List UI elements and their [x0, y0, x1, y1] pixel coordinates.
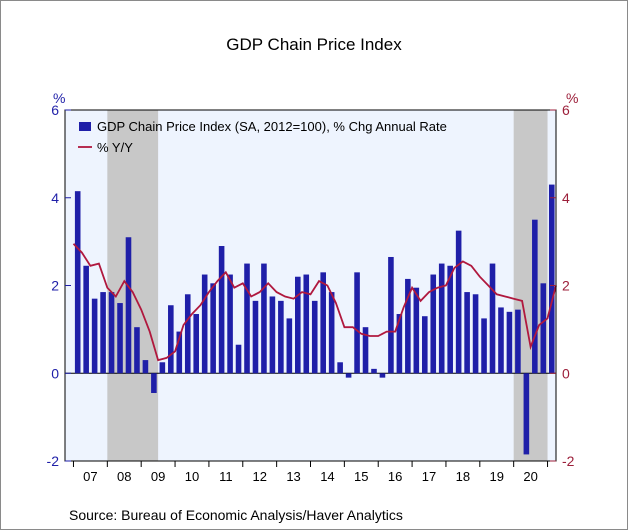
- x-tick-label: 18: [456, 469, 470, 484]
- bar: [108, 292, 115, 374]
- chart-title: GDP Chain Price Index: [226, 35, 402, 54]
- x-tick-label: 17: [422, 469, 436, 484]
- bar: [74, 191, 81, 374]
- bar: [176, 331, 183, 374]
- right-tick-label: 6: [562, 102, 570, 118]
- bar: [481, 318, 487, 374]
- bar: [201, 274, 208, 374]
- bar: [532, 219, 538, 374]
- right-tick-label: -2: [562, 453, 575, 469]
- left-axis-unit: %: [53, 90, 65, 106]
- right-tick-label: 4: [562, 190, 570, 206]
- bar: [218, 246, 225, 374]
- legend: GDP Chain Price Index (SA, 2012=100), % …: [78, 119, 447, 155]
- plot-area: [64, 109, 557, 462]
- bar: [328, 292, 335, 374]
- bar: [337, 362, 343, 374]
- bar: [117, 303, 123, 374]
- recession-band-0: [107, 110, 159, 461]
- bar: [193, 314, 200, 374]
- x-tick-label: 11: [219, 469, 233, 484]
- x-tick-label: 13: [286, 469, 300, 484]
- bar: [168, 305, 174, 374]
- legend-label-bars: GDP Chain Price Index (SA, 2012=100), % …: [97, 119, 447, 134]
- left-tick-label: 4: [51, 190, 59, 206]
- bar-series: [74, 184, 555, 455]
- bar: [227, 274, 233, 374]
- left-tick-label: 2: [51, 278, 59, 294]
- bar: [515, 309, 521, 374]
- bar: [396, 314, 403, 374]
- yoy-line: [72, 243, 557, 362]
- bar: [91, 298, 98, 374]
- bar: [540, 283, 547, 374]
- legend-swatch-bars: [79, 122, 91, 131]
- x-tick-label: 15: [354, 469, 368, 484]
- left-axis: % -2 0 2 4 6: [47, 90, 71, 469]
- bar: [371, 368, 377, 374]
- bar: [278, 300, 284, 374]
- right-axis-unit: %: [566, 90, 578, 106]
- bar: [455, 230, 462, 374]
- bar: [83, 265, 89, 374]
- bar: [142, 360, 149, 374]
- left-tick-label: -2: [47, 453, 60, 469]
- bar: [252, 300, 259, 374]
- bar: [295, 276, 301, 374]
- bar: [379, 373, 386, 378]
- x-tick-label: 16: [388, 469, 402, 484]
- bar: [498, 307, 504, 374]
- right-tick-label: 0: [562, 365, 570, 381]
- bar: [303, 274, 310, 374]
- bar: [362, 327, 369, 374]
- bar: [345, 373, 352, 378]
- bar: [320, 272, 326, 374]
- x-tick-label: 12: [252, 469, 266, 484]
- bar: [388, 256, 394, 374]
- x-tick-label: 07: [83, 469, 97, 484]
- bar: [548, 184, 555, 374]
- left-tick-label: 0: [51, 365, 59, 381]
- bar: [430, 274, 437, 374]
- bar: [523, 373, 530, 455]
- bar: [286, 318, 293, 374]
- bar: [311, 300, 318, 374]
- left-tick-label: 6: [51, 102, 59, 118]
- bar: [151, 373, 157, 393]
- bar: [354, 272, 360, 374]
- bar: [269, 296, 276, 374]
- bar: [438, 263, 445, 374]
- x-tick-label: 20: [523, 469, 537, 484]
- bar: [210, 283, 216, 374]
- bar: [447, 265, 453, 374]
- bar: [261, 263, 267, 374]
- x-tick-label: 10: [185, 469, 199, 484]
- bar: [421, 316, 428, 374]
- bar: [184, 294, 191, 374]
- bar: [472, 294, 479, 374]
- bar: [405, 278, 411, 374]
- bar: [464, 292, 470, 374]
- bar: [489, 263, 496, 374]
- source-note: Source: Bureau of Economic Analysis/Have…: [69, 507, 403, 523]
- bar: [159, 362, 166, 374]
- bar: [506, 311, 513, 374]
- x-tick-label: 08: [117, 469, 131, 484]
- right-tick-label: 2: [562, 278, 570, 294]
- x-axis: 07 08 09 10 11 12 13 14 15 16 17 18 19 20: [72, 461, 549, 484]
- bar: [244, 263, 250, 374]
- x-tick-label: 19: [490, 469, 504, 484]
- x-tick-label: 09: [151, 469, 165, 484]
- bar: [413, 287, 420, 374]
- bar: [134, 327, 140, 374]
- x-tick-label: 14: [320, 469, 334, 484]
- bar: [100, 292, 106, 374]
- right-axis: % -2 0 2 4 6: [550, 90, 578, 469]
- bar: [125, 237, 132, 374]
- legend-label-line: % Y/Y: [97, 140, 133, 155]
- bar: [235, 344, 242, 374]
